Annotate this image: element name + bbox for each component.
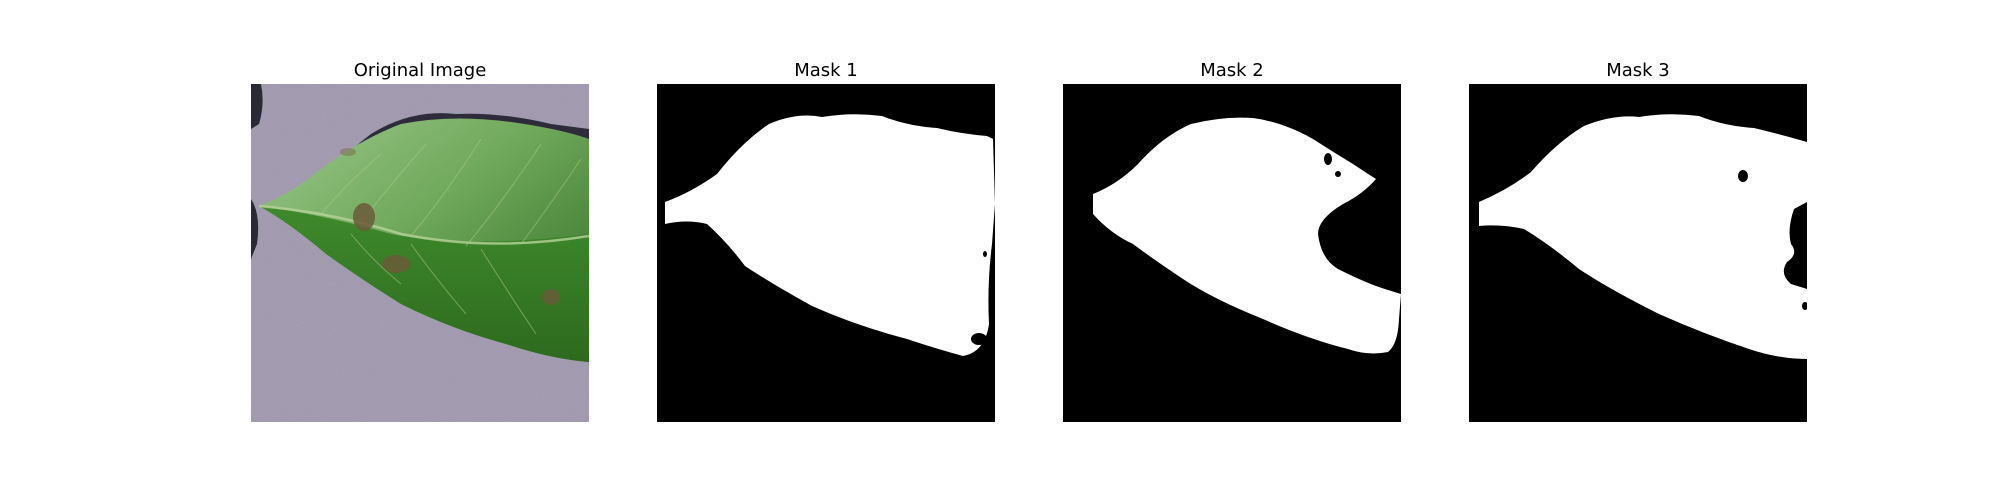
mask-3-holes xyxy=(1738,170,1807,422)
lesion-4 xyxy=(340,148,356,156)
leaf-lower-half xyxy=(259,206,589,362)
lesion-3 xyxy=(542,289,560,305)
mask-2-holes xyxy=(1324,153,1341,177)
left-shadow xyxy=(251,84,263,129)
lesion-1 xyxy=(353,203,375,231)
mask-2-image xyxy=(1063,84,1401,422)
mask-3-title: Mask 3 xyxy=(1606,60,1670,81)
mask-3-panel: Mask 3 xyxy=(1469,60,1807,422)
lesion-2 xyxy=(382,255,410,273)
mask-2-region xyxy=(1093,117,1401,354)
mask-1-title: Mask 1 xyxy=(794,60,858,81)
mask-2-title: Mask 2 xyxy=(1200,60,1264,81)
mask-3-region xyxy=(1479,114,1807,422)
mask-2-speck xyxy=(1330,322,1336,326)
mask-3-image xyxy=(1469,84,1807,422)
mask-1-panel: Mask 1 xyxy=(657,60,995,422)
mask-2-panel: Mask 2 xyxy=(1063,60,1401,422)
leaf-veins xyxy=(320,138,582,335)
mask-1-image xyxy=(657,84,995,422)
left-shadow-2 xyxy=(251,199,259,259)
original-image-title: Original Image xyxy=(353,60,487,81)
original-image xyxy=(251,84,589,422)
mask-1-holes xyxy=(971,251,995,350)
mask-1-region xyxy=(665,114,995,356)
original-image-panel: Original Image xyxy=(251,60,589,422)
leaf-midrib xyxy=(258,204,589,245)
